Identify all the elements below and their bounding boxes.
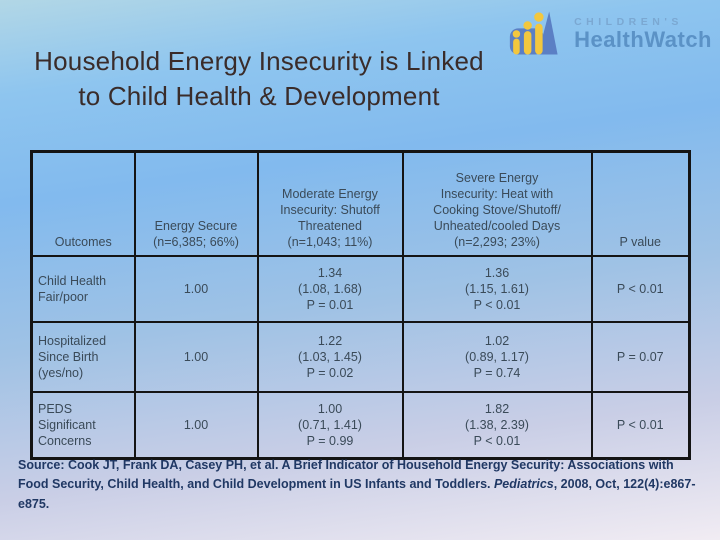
- col-header-p-value: P value: [590, 150, 691, 257]
- energy-secure-value: 1.00: [133, 391, 259, 460]
- title-line-1: Household Energy Insecurity is Linked: [34, 46, 484, 76]
- p-value: P < 0.01: [590, 255, 691, 323]
- p-value: P < 0.01: [590, 391, 691, 460]
- moderate-insecurity-value: 1.34 (1.08, 1.68) P = 0.01: [256, 255, 404, 323]
- moderate-insecurity-value: 1.00 (0.71, 1.41) P = 0.99: [256, 391, 404, 460]
- source-text-before: Source: Cook JT, Frank DA, Casey PH, et …: [18, 458, 674, 492]
- energy-secure-value: 1.00: [133, 321, 259, 393]
- table-row-child-health: Child Health Fair/poor 1.00 1.34 (1.08, …: [30, 255, 691, 323]
- table-row-peds: PEDS Significant Concerns 1.00 1.00 (0.7…: [30, 391, 691, 460]
- logo-wordmark: CHILDREN'S HealthWatch: [574, 6, 712, 52]
- title-line-2: to Child Health & Development: [78, 81, 440, 111]
- outcome-label: Child Health Fair/poor: [30, 255, 136, 323]
- page-title: Household Energy Insecurity is Linked to…: [12, 44, 506, 114]
- severe-insecurity-value: 1.02 (0.89, 1.17) P = 0.74: [401, 321, 593, 393]
- results-table: Outcomes Energy Secure (n=6,385; 66%) Mo…: [30, 150, 691, 460]
- energy-secure-value: 1.00: [133, 255, 259, 323]
- childrens-healthwatch-logo: CHILDREN'S HealthWatch: [508, 6, 712, 63]
- outcome-label: PEDS Significant Concerns: [30, 391, 136, 460]
- bar-chart-people-icon: [508, 8, 566, 63]
- table-header-row: Outcomes Energy Secure (n=6,385; 66%) Mo…: [30, 150, 691, 257]
- severe-insecurity-value: 1.82 (1.38, 2.39) P < 0.01: [401, 391, 593, 460]
- source-text-after: , 2008, Oct, 122(4):e867-e875.: [18, 477, 696, 511]
- source-journal-name: Pediatrics: [493, 477, 554, 492]
- outcome-label: Hospitalized Since Birth (yes/no): [30, 321, 136, 393]
- col-header-outcomes: Outcomes: [30, 150, 136, 257]
- source-citation: Source: Cook JT, Frank DA, Casey PH, et …: [18, 456, 706, 514]
- col-header-energy-secure: Energy Secure (n=6,385; 66%): [133, 150, 259, 257]
- col-header-severe-insecurity: Severe Energy Insecurity: Heat with Cook…: [401, 150, 593, 257]
- col-header-moderate-insecurity: Moderate Energy Insecurity: Shutoff Thre…: [256, 150, 404, 257]
- table-row-hospitalized: Hospitalized Since Birth (yes/no) 1.00 1…: [30, 321, 691, 393]
- severe-insecurity-value: 1.36 (1.15, 1.61) P < 0.01: [401, 255, 593, 323]
- logo-healthwatch-label: HealthWatch: [574, 27, 712, 52]
- moderate-insecurity-value: 1.22 (1.03, 1.45) P = 0.02: [256, 321, 404, 393]
- p-value: P = 0.07: [590, 321, 691, 393]
- logo-childrens-label: CHILDREN'S: [574, 16, 683, 28]
